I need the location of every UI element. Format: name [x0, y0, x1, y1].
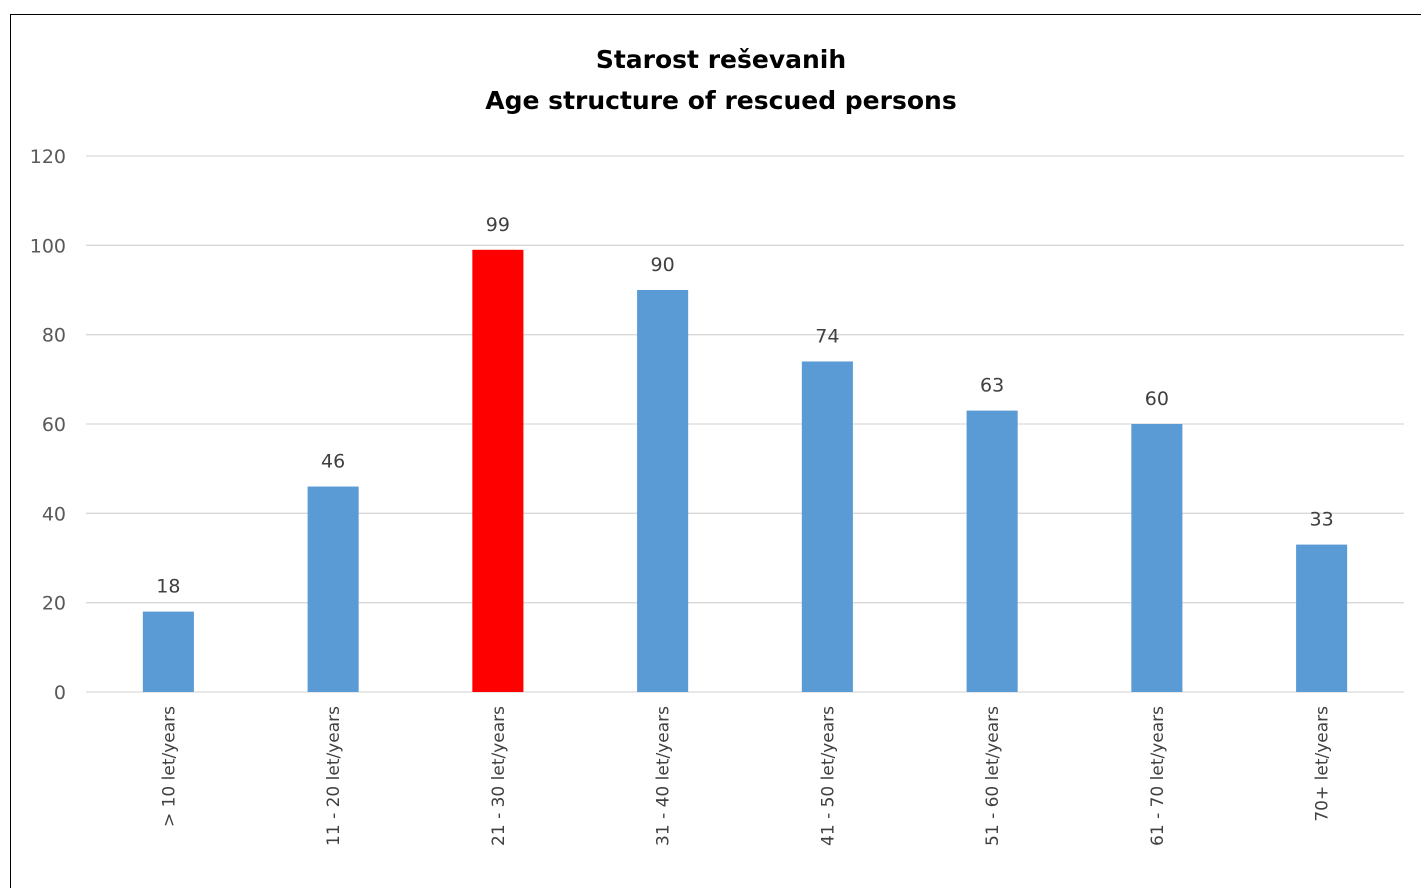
x-tick-label: 70+ let/years	[1313, 706, 1333, 822]
data-label: 46	[321, 451, 345, 473]
data-label: 99	[486, 214, 510, 236]
x-tick-label: 21 - 30 let/years	[489, 706, 509, 846]
bar	[637, 290, 689, 692]
chart-frame	[10, 14, 1421, 888]
x-tick-label: 11 - 20 let/years	[324, 706, 344, 846]
bar	[966, 410, 1018, 692]
bar	[142, 611, 194, 692]
y-tick-label: 120	[30, 146, 66, 168]
x-tick-label: 61 - 70 let/years	[1148, 706, 1168, 846]
y-axis: 0 20 40 60 80 100 120	[30, 146, 66, 704]
bar	[307, 486, 359, 692]
bar	[472, 249, 524, 693]
data-label: 60	[1145, 388, 1169, 410]
y-tick-label: 20	[42, 593, 66, 615]
y-tick-label: 100	[30, 235, 66, 257]
gridlines	[86, 155, 1404, 693]
x-tick-label: 51 - 60 let/years	[983, 706, 1003, 846]
chart-title: Starost reševanih	[596, 45, 846, 74]
y-tick-label: 0	[54, 682, 66, 704]
y-tick-label: 40	[42, 503, 66, 525]
bar	[1296, 544, 1348, 692]
data-label: 63	[980, 375, 1004, 397]
bars: 18 46 99 90 74 63 60 33	[142, 214, 1348, 693]
data-label: 33	[1310, 509, 1334, 531]
bar	[1131, 424, 1183, 692]
x-tick-label: > 10 let/years	[159, 706, 179, 827]
data-label: 90	[651, 254, 675, 276]
x-tick-label: 41 - 50 let/years	[818, 706, 838, 846]
x-tick-label: 31 - 40 let/years	[654, 706, 674, 846]
x-axis: > 10 let/years 11 - 20 let/years 21 - 30 l…	[159, 706, 1332, 846]
y-tick-label: 80	[42, 325, 66, 347]
chart-subtitle: Age structure of rescued persons	[485, 86, 956, 115]
data-label: 74	[815, 325, 839, 347]
y-tick-label: 60	[42, 414, 66, 436]
bar	[801, 361, 853, 692]
data-label: 18	[156, 576, 180, 598]
